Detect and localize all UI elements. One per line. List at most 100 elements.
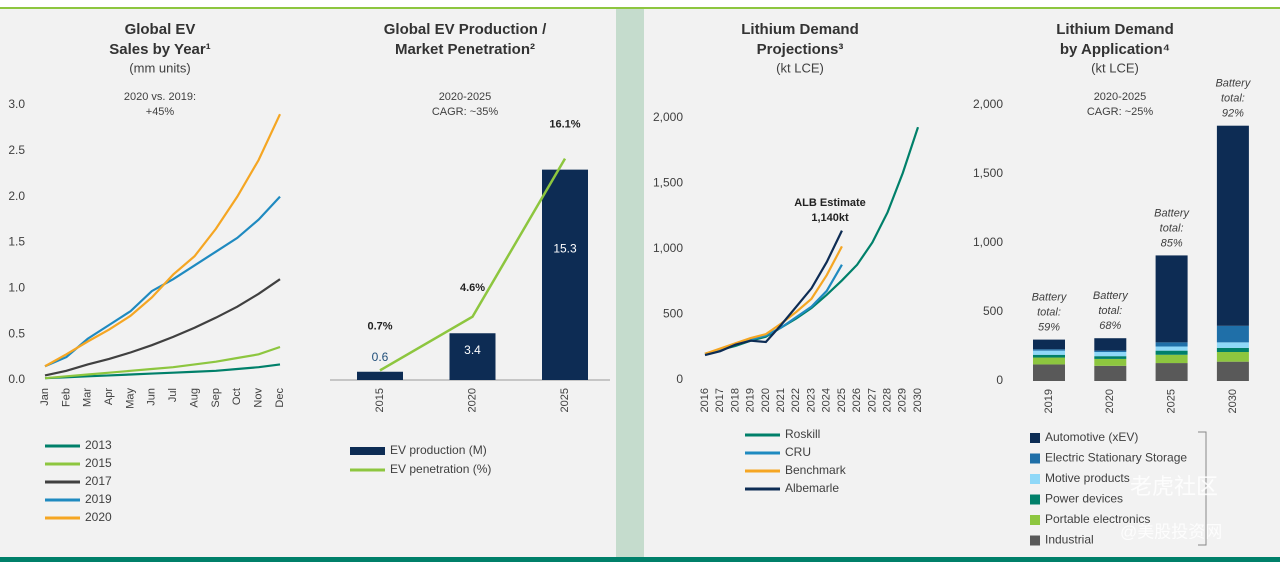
- y-tick-label: 1,500: [653, 176, 683, 190]
- y-tick-label: 3.0: [8, 97, 25, 111]
- x-tick-label: Aug: [188, 388, 200, 408]
- series-line: [44, 363, 281, 380]
- chart-subtitle: (kt LCE): [1091, 60, 1139, 75]
- x-tick-label: 2020: [1104, 389, 1116, 413]
- chart-title: Lithium Demand: [741, 21, 859, 38]
- x-tick-label: 2023: [805, 388, 817, 412]
- data-label: 0.7%: [367, 321, 392, 333]
- chart-title: Market Penetration²: [395, 41, 535, 58]
- x-tick-label: 2025: [1166, 389, 1178, 413]
- x-tick-label: 2020: [466, 388, 478, 412]
- x-tick-label: 2024: [821, 388, 833, 412]
- legend-label: 2019: [85, 492, 112, 506]
- x-tick-label: Sep: [210, 388, 222, 408]
- bar-annotation: 85%: [1161, 237, 1183, 249]
- x-tick-label: 2030: [912, 388, 924, 412]
- bottom-rule: [0, 557, 1280, 562]
- bar-annotation: Battery: [1215, 78, 1251, 90]
- bar-annotation: 59%: [1038, 322, 1060, 334]
- y-tick-label: 2,000: [653, 110, 683, 124]
- annotation: 2020-2025: [439, 91, 492, 103]
- bar-annotation: total:: [1221, 93, 1245, 105]
- x-tick-label: 2025: [559, 388, 571, 412]
- legend-swatch: [1030, 515, 1040, 525]
- x-tick-label: 2021: [775, 388, 787, 412]
- x-tick-label: Apr: [103, 388, 115, 405]
- x-tick-label: May: [124, 388, 136, 409]
- x-tick-label: 2027: [866, 388, 878, 412]
- x-tick-label: 2016: [699, 388, 711, 412]
- x-tick-label: 2030: [1227, 389, 1239, 413]
- y-tick-label: 0.0: [8, 372, 25, 386]
- x-tick-label: Oct: [231, 388, 243, 405]
- bar: [449, 333, 496, 380]
- legend-label: Roskill: [785, 427, 820, 441]
- y-tick-label: 2,000: [973, 97, 1003, 111]
- annotation: ALB Estimate: [794, 197, 866, 209]
- x-tick-label: 2025: [836, 388, 848, 412]
- chart-title: Global EV Production /: [384, 21, 547, 38]
- bar-annotation: Battery: [1093, 290, 1129, 302]
- y-tick-label: 2.5: [8, 143, 25, 157]
- bar-annotation: Battery: [1032, 292, 1068, 304]
- y-tick-label: 1.5: [8, 235, 25, 249]
- annotation: CAGR: ~35%: [432, 106, 499, 118]
- bar-segment: [1155, 255, 1188, 343]
- x-tick-label: Jul: [167, 388, 179, 402]
- y-tick-label: 0: [996, 373, 1003, 387]
- bar-segment: [1155, 363, 1188, 381]
- legend-swatch: [1030, 494, 1040, 505]
- x-tick-label: 2015: [374, 388, 386, 412]
- legend-label: EV production (M): [390, 443, 487, 457]
- legend-label: Electric Stationary Storage: [1045, 451, 1187, 465]
- x-tick-label: Feb: [60, 388, 72, 407]
- x-tick-label: 2020: [760, 388, 772, 412]
- series-line: [704, 245, 843, 355]
- bar-segment: [1155, 354, 1188, 364]
- divider: [616, 9, 644, 558]
- data-label: 0.6: [372, 350, 389, 364]
- data-label: 16.1%: [549, 119, 580, 131]
- chart-title: Sales by Year¹: [109, 41, 210, 58]
- bar-segment: [1155, 346, 1188, 351]
- legend-label: EV penetration (%): [390, 462, 491, 476]
- top-rule: [0, 7, 1280, 9]
- chart-title: Lithium Demand: [1056, 21, 1174, 38]
- legend-swatch: [1030, 474, 1040, 484]
- x-tick-label: Jan: [39, 388, 51, 406]
- bar-segment: [1216, 342, 1249, 348]
- bar-annotation: total:: [1160, 222, 1184, 234]
- top-band: [0, 0, 1280, 8]
- x-tick-label: 2022: [790, 388, 802, 412]
- bar-annotation: total:: [1037, 307, 1061, 319]
- legend-label: Automotive (xEV): [1045, 430, 1138, 444]
- y-tick-label: 1,000: [973, 235, 1003, 249]
- bar-segment: [1094, 358, 1127, 366]
- y-tick-label: 1,000: [653, 241, 683, 255]
- x-tick-label: 2029: [897, 388, 909, 412]
- legend-label: 2013: [85, 438, 112, 452]
- bar-segment: [1216, 325, 1249, 343]
- bar-segment: [1094, 365, 1127, 381]
- chart-subtitle: (mm units): [129, 60, 190, 75]
- series-line: [44, 113, 281, 368]
- legend-swatch: [1030, 453, 1040, 464]
- x-tick-label: Dec: [274, 388, 286, 408]
- x-tick-label: 2017: [714, 388, 726, 412]
- series-line: [379, 157, 567, 372]
- bar-annotation: 68%: [1099, 320, 1121, 332]
- x-tick-label: Jun: [146, 388, 158, 406]
- legend-label: Albemarle: [785, 481, 839, 495]
- data-label: 15.3: [553, 242, 577, 256]
- legend-swatch: [1030, 433, 1040, 443]
- annotation: +45%: [146, 106, 175, 118]
- bar-segment: [1033, 354, 1065, 358]
- bar-segment: [1094, 356, 1127, 359]
- y-tick-label: 500: [663, 307, 683, 321]
- bar-segment: [1155, 350, 1188, 355]
- bar-segment: [1094, 352, 1127, 357]
- bar-segment: [1033, 364, 1065, 381]
- watermark: 老虎社区: [1130, 474, 1218, 499]
- y-tick-label: 2.0: [8, 189, 25, 203]
